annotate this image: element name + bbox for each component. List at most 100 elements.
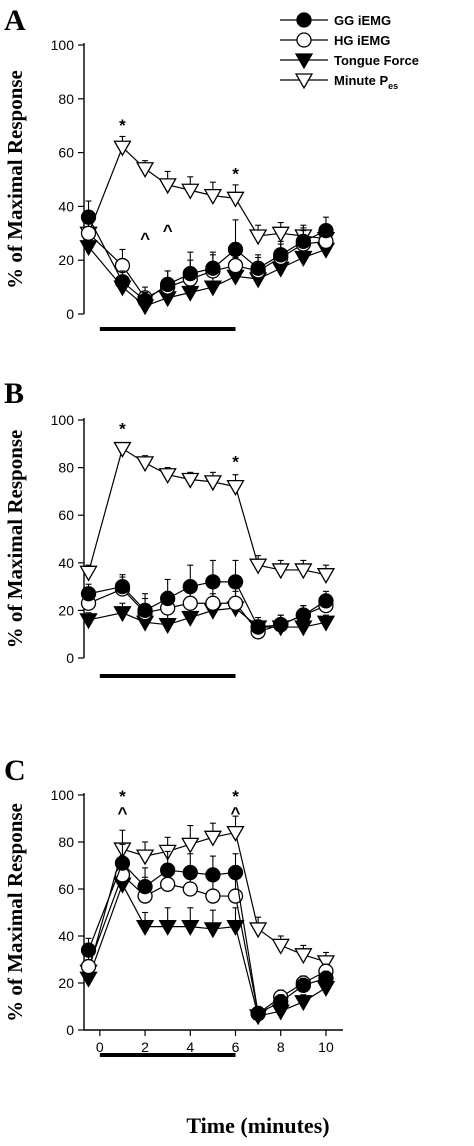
legend-marker bbox=[294, 53, 314, 70]
data-point bbox=[113, 441, 132, 458]
panel-c: C % of Maximal Response 0 20 40 60 80 100 0 2 4 6 8 1… bbox=[3, 754, 343, 1057]
data-point bbox=[160, 276, 176, 293]
data-point bbox=[318, 222, 334, 239]
data-point bbox=[135, 919, 155, 936]
data-point bbox=[318, 593, 334, 609]
x-axis-label: Time (minutes) bbox=[186, 1113, 329, 1138]
data-point bbox=[80, 942, 97, 958]
data-point bbox=[294, 250, 313, 267]
data-point bbox=[80, 225, 97, 241]
data-point bbox=[271, 938, 290, 955]
annotation: ^ bbox=[231, 804, 241, 823]
data-point bbox=[227, 595, 244, 611]
series-tf bbox=[79, 590, 336, 637]
y-tick-label: 100 bbox=[51, 787, 75, 803]
series-hg bbox=[80, 219, 334, 306]
data-point bbox=[160, 862, 176, 878]
series-mp bbox=[79, 441, 336, 585]
data-point bbox=[79, 613, 98, 630]
data-point bbox=[227, 241, 244, 258]
series-line bbox=[87, 447, 327, 576]
y-tick-label: 20 bbox=[58, 975, 74, 991]
data-point bbox=[226, 919, 245, 936]
y-tick-label: 0 bbox=[66, 650, 74, 666]
data-point bbox=[205, 595, 221, 611]
annotation: * bbox=[232, 165, 239, 184]
data-point bbox=[160, 590, 176, 607]
data-point bbox=[181, 610, 200, 627]
data-point bbox=[248, 229, 268, 246]
x-tick-label: 0 bbox=[96, 1039, 104, 1055]
y-tick-label: 20 bbox=[58, 252, 74, 268]
data-point bbox=[250, 260, 266, 276]
data-point bbox=[227, 864, 244, 881]
legend-entry-hg: HG iEMG bbox=[280, 32, 390, 48]
data-point bbox=[273, 247, 289, 263]
data-point bbox=[137, 602, 153, 619]
data-point bbox=[203, 830, 223, 847]
data-point bbox=[160, 876, 176, 892]
data-point bbox=[114, 274, 131, 290]
data-point bbox=[80, 958, 97, 975]
data-point bbox=[294, 563, 313, 580]
data-point bbox=[205, 867, 221, 883]
data-point bbox=[137, 879, 153, 895]
annotation: ^ bbox=[163, 221, 173, 240]
data-point bbox=[205, 888, 221, 904]
data-point bbox=[248, 558, 268, 575]
panel-letter: A bbox=[4, 4, 26, 37]
y-tick-label: 80 bbox=[58, 460, 74, 476]
y-axis-label: % of Maximal Response bbox=[3, 430, 27, 649]
data-point bbox=[181, 183, 200, 200]
data-point bbox=[181, 472, 200, 489]
annotation: * bbox=[119, 419, 126, 438]
data-point bbox=[227, 257, 244, 274]
data-point bbox=[113, 140, 132, 157]
legend-label: Tongue Force bbox=[334, 53, 419, 68]
data-point bbox=[182, 578, 198, 595]
data-point bbox=[250, 1005, 266, 1022]
data-point bbox=[114, 855, 131, 871]
annotation: * bbox=[232, 787, 239, 806]
data-point bbox=[295, 233, 311, 250]
x-tick-label: 4 bbox=[186, 1039, 194, 1055]
data-point bbox=[205, 260, 221, 276]
legend-entry-gg: GG iEMG bbox=[280, 12, 391, 28]
legend-entry-tf: Tongue Force bbox=[280, 53, 419, 70]
x-tick-label: 2 bbox=[141, 1039, 149, 1055]
data-point bbox=[203, 188, 223, 205]
data-point bbox=[158, 618, 177, 634]
annotation: * bbox=[119, 116, 126, 135]
panel-letter: C bbox=[4, 754, 26, 787]
data-point bbox=[181, 919, 200, 936]
data-point bbox=[181, 837, 200, 854]
y-tick-label: 100 bbox=[51, 412, 75, 428]
data-point bbox=[114, 578, 131, 595]
data-point bbox=[205, 574, 221, 590]
data-point bbox=[226, 479, 245, 496]
data-point bbox=[135, 162, 155, 179]
data-point bbox=[203, 280, 223, 297]
data-point bbox=[80, 586, 97, 602]
data-point bbox=[203, 475, 223, 492]
y-tick-label: 20 bbox=[58, 602, 74, 618]
data-point bbox=[227, 574, 244, 590]
data-point bbox=[316, 955, 336, 972]
y-tick-label: 0 bbox=[66, 306, 74, 322]
y-tick-label: 80 bbox=[58, 834, 74, 850]
legend: GG iEMG HG iEMG Tongue Force Minute Pes bbox=[280, 12, 419, 91]
y-axis-label: % of Maximal Response bbox=[3, 803, 27, 1022]
legend-label-subscript: es bbox=[388, 81, 398, 91]
data-point bbox=[113, 606, 132, 623]
data-point bbox=[182, 265, 198, 282]
data-point bbox=[273, 617, 289, 633]
legend-entry-mp: Minute Pes bbox=[280, 73, 398, 91]
data-point bbox=[182, 881, 198, 897]
x-tick-label: 8 bbox=[277, 1039, 285, 1055]
data-point bbox=[158, 919, 177, 936]
x-tick-label: 6 bbox=[232, 1039, 240, 1055]
data-point bbox=[137, 292, 153, 309]
annotation: ^ bbox=[117, 804, 127, 823]
